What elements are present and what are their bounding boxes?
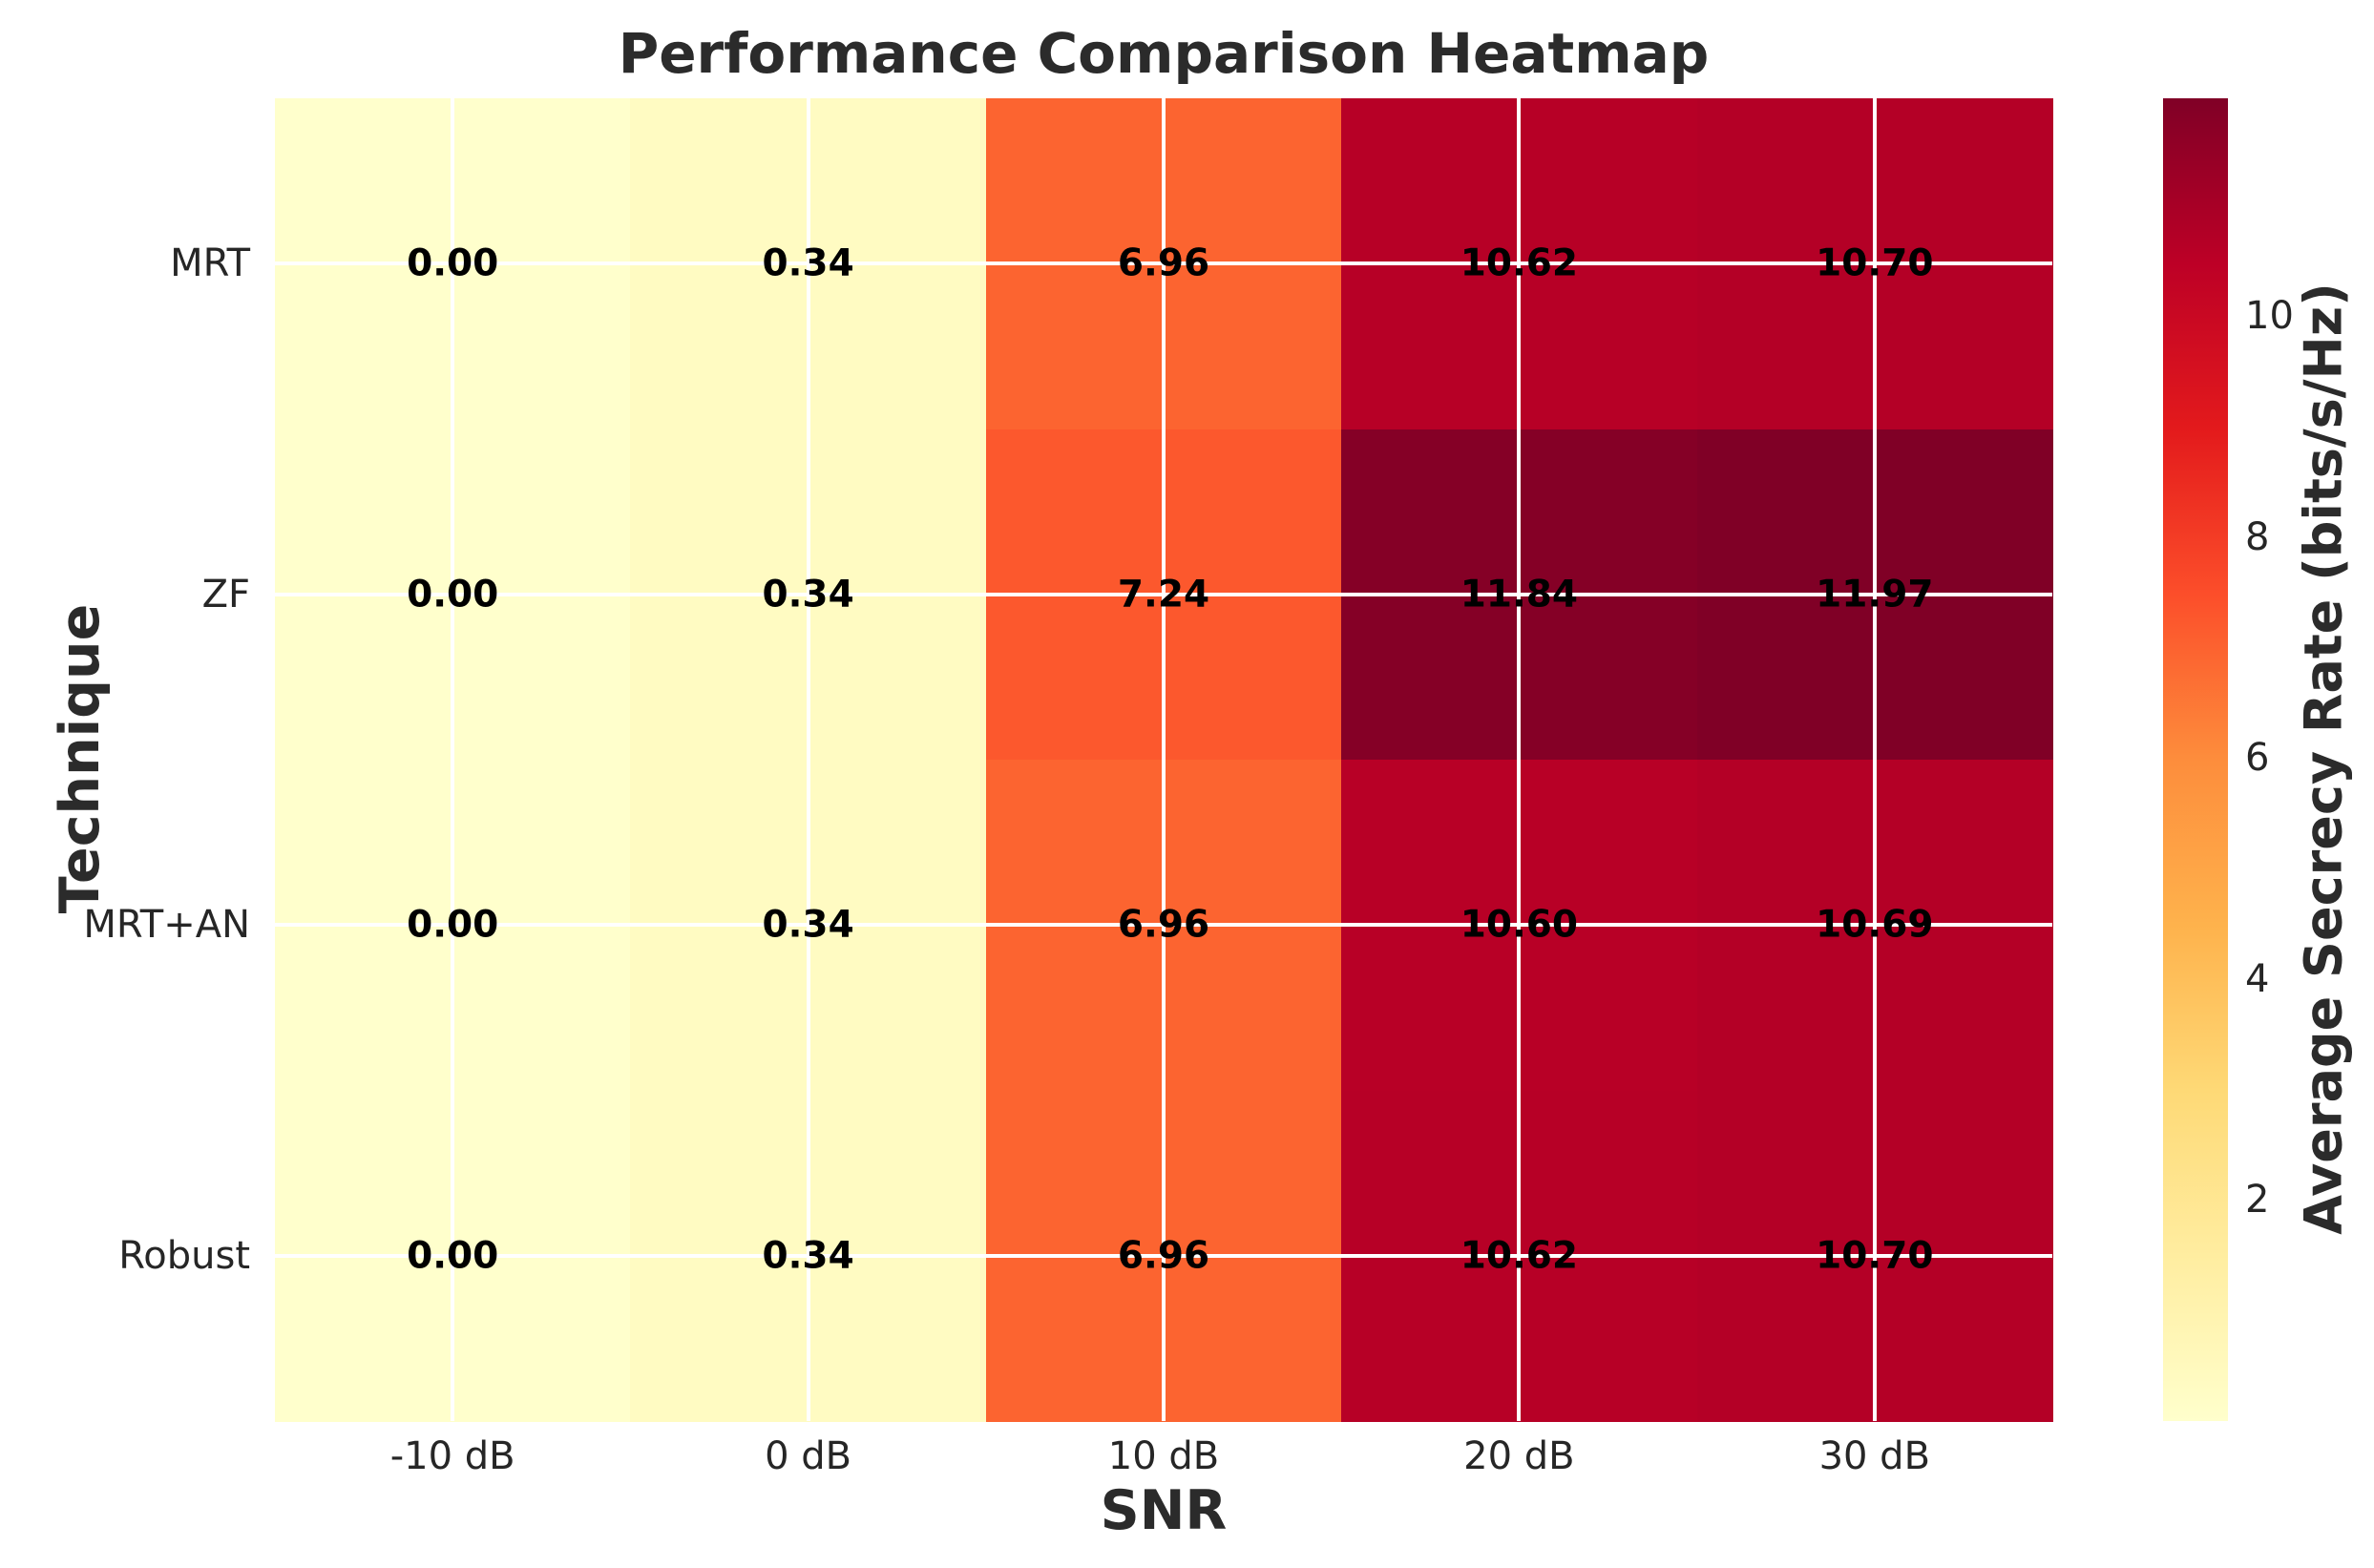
cell-value: 11.84	[1460, 573, 1579, 617]
colorbar-gradient	[2163, 98, 2228, 1421]
y-tick-label: MRT+AN	[83, 903, 250, 948]
x-tick-label: 30 dB	[1818, 1434, 1931, 1478]
gridline-vertical	[451, 98, 455, 1421]
colorbar	[2163, 98, 2228, 1421]
y-axis-label: Technique	[49, 603, 112, 914]
cell-value: 11.97	[1816, 573, 1934, 617]
cell-value: 6.96	[1117, 241, 1210, 285]
chart-title: Performance Comparison Heatmap	[618, 21, 1710, 86]
gridline-vertical	[1872, 98, 1877, 1421]
cell-value: 10.70	[1816, 241, 1934, 285]
gridline-horizontal	[275, 1253, 2052, 1258]
colorbar-tick-label: 6	[2245, 736, 2270, 781]
y-tick-label: Robust	[118, 1233, 250, 1278]
cell-value: 10.69	[1816, 903, 1934, 947]
x-tick-label: -10 dB	[389, 1434, 515, 1478]
gridline-vertical	[806, 98, 810, 1421]
x-tick-label: 20 dB	[1463, 1434, 1575, 1478]
gridline-horizontal	[275, 592, 2052, 596]
x-axis-label: SNR	[1100, 1479, 1228, 1542]
colorbar-tick-label: 8	[2245, 514, 2270, 559]
cell-value: 7.24	[1117, 573, 1210, 617]
cell-value: 6.96	[1117, 1234, 1210, 1278]
gridline-horizontal	[275, 923, 2052, 928]
cell-value: 10.62	[1460, 241, 1579, 285]
cell-value: 10.62	[1460, 1234, 1579, 1278]
cell-value: 0.00	[407, 241, 499, 285]
colorbar-tick-label: 4	[2245, 956, 2270, 1001]
cell-value: 0.34	[762, 903, 854, 947]
colorbar-label: Average Secrecy Rate (bits/s/Hz)	[2293, 282, 2354, 1235]
gridline-horizontal	[275, 261, 2052, 266]
x-tick-label: 0 dB	[765, 1434, 852, 1478]
cell-value: 0.34	[762, 573, 854, 617]
gridline-vertical	[1517, 98, 1522, 1421]
cell-value: 6.96	[1117, 903, 1210, 947]
y-tick-label: MRT	[170, 241, 250, 286]
y-tick-label: ZF	[201, 572, 250, 617]
cell-value: 0.34	[762, 1234, 854, 1278]
cell-value: 0.00	[407, 1234, 499, 1278]
cell-value: 10.70	[1816, 1234, 1934, 1278]
cell-value: 10.60	[1460, 903, 1579, 947]
cell-value: 0.34	[762, 241, 854, 285]
gridline-vertical	[1162, 98, 1166, 1421]
heatmap-plot-area: 0.00 0.34 6.96 10.62 10.70 0.00 0.34 7.24 11.84 1…	[275, 98, 2053, 1422]
colorbar-tick-label: 2	[2245, 1178, 2270, 1223]
colorbar-tick-label: 10	[2245, 294, 2294, 339]
cell-value: 0.00	[407, 573, 499, 617]
x-tick-label: 10 dB	[1107, 1434, 1220, 1478]
cell-value: 0.00	[407, 903, 499, 947]
